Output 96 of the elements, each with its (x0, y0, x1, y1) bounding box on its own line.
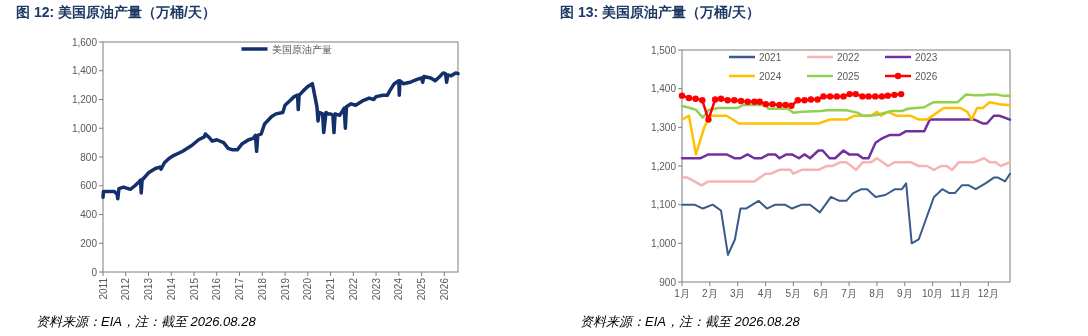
x-tick-label: 2024 (393, 277, 405, 301)
point (807, 96, 815, 103)
y-tick-label: 900 (659, 276, 677, 288)
legend-label: 2024 (759, 70, 782, 82)
point (717, 95, 725, 102)
chart-title: 图 12: 美国原油产量（万桶/天） (16, 4, 216, 20)
y-tick-label: 1,100 (650, 199, 677, 211)
line-series (681, 172, 1011, 256)
line-series (680, 93, 1012, 119)
point (685, 94, 693, 102)
x-tick-label: 9月 (896, 288, 913, 299)
point (884, 92, 891, 99)
point (865, 93, 872, 100)
point (833, 93, 841, 100)
y-tick-label: 0 (91, 266, 98, 278)
x-tick-label: 10月 (922, 288, 944, 299)
point (878, 93, 886, 100)
x-tick-label: 2015 (188, 277, 200, 301)
point (769, 100, 776, 108)
y-tick-label: 1,400 (650, 83, 677, 95)
x-tick-label: 2012 (120, 277, 132, 301)
point (705, 116, 712, 123)
x-tick-label: 2019 (279, 277, 291, 301)
point (846, 90, 853, 98)
point (897, 90, 905, 98)
x-tick-label: 2018 (256, 277, 268, 301)
line-series (101, 71, 460, 201)
x-tick-label: 4月 (757, 288, 774, 299)
chart-title: 图 13: 美国原油产量（万桶/天） (560, 4, 760, 20)
point (859, 93, 866, 100)
point (678, 92, 686, 99)
x-tick-label: 11月 (950, 288, 971, 299)
point (699, 97, 706, 104)
x-tick-label: 2021 (325, 277, 337, 301)
x-tick-label: 2020 (302, 277, 314, 301)
y-tick-label: 400 (80, 209, 98, 220)
y-tick-label: 600 (80, 180, 98, 192)
x-tick-label: 3月 (729, 288, 746, 299)
point (776, 101, 783, 109)
point (872, 93, 879, 100)
point (692, 95, 699, 102)
point (788, 102, 795, 109)
line-series (680, 114, 1012, 160)
y-tick-label: 1,200 (650, 160, 677, 172)
x-tick-label: 1月 (674, 288, 690, 299)
x-tick-label: 7月 (841, 288, 857, 299)
x-tick-label: 8月 (869, 288, 885, 299)
x-tick-label: 2014 (165, 277, 177, 301)
x-tick-label: 2011 (97, 277, 109, 300)
point (814, 96, 821, 103)
point (826, 93, 834, 100)
point (840, 93, 847, 100)
x-tick-label: 6月 (813, 288, 829, 299)
point (820, 93, 827, 100)
point (891, 91, 898, 99)
x-tick-label: 2月 (702, 288, 718, 299)
y-tick-label: 800 (80, 151, 98, 163)
y-tick-label: 1,600 (71, 36, 98, 48)
y-tick-label: 200 (80, 237, 98, 249)
x-tick-label: 2016 (211, 277, 223, 301)
legend-label: 2021 (759, 51, 782, 63)
point (737, 97, 745, 105)
text: 资料来源：EIA，注：截至 2026.08.28 (36, 314, 257, 329)
text: 资料来源：EIA，注：截至 2026.08.28 (580, 314, 801, 329)
point (751, 98, 758, 106)
y-tick-label: 1,300 (650, 121, 677, 133)
point (731, 97, 738, 104)
y-tick-label: 1,000 (650, 237, 677, 249)
y-tick-label: 1,000 (71, 122, 98, 134)
line-series (680, 157, 1012, 187)
legend-label: 2023 (915, 51, 938, 63)
legend-label: 2025 (837, 70, 860, 82)
legend-label: 2022 (837, 51, 860, 63)
x-tick-label: 2026 (438, 277, 450, 301)
x-tick-label: 5月 (785, 288, 802, 299)
x-tick-label: 2013 (143, 277, 155, 301)
point (794, 97, 802, 104)
x-tick-label: 2022 (347, 277, 359, 301)
point (711, 96, 719, 103)
point (852, 90, 859, 98)
y-tick-label: 1,200 (71, 94, 98, 105)
legend-label: 美国原油产量 (271, 43, 332, 55)
point (756, 98, 763, 106)
x-tick-label: 2023 (370, 277, 382, 301)
x-tick-label: 2025 (416, 277, 428, 301)
point (762, 100, 770, 108)
y-tick-label: 1,400 (71, 65, 98, 77)
x-tick-label: 2017 (234, 277, 246, 301)
legend-label: 2026 (915, 70, 938, 82)
line-series (680, 100, 1012, 156)
point (801, 97, 808, 104)
point (744, 98, 751, 106)
y-tick-label: 1,500 (650, 44, 677, 56)
x-tick-label: 12月 (977, 288, 999, 299)
point (782, 101, 789, 109)
point (724, 97, 731, 104)
